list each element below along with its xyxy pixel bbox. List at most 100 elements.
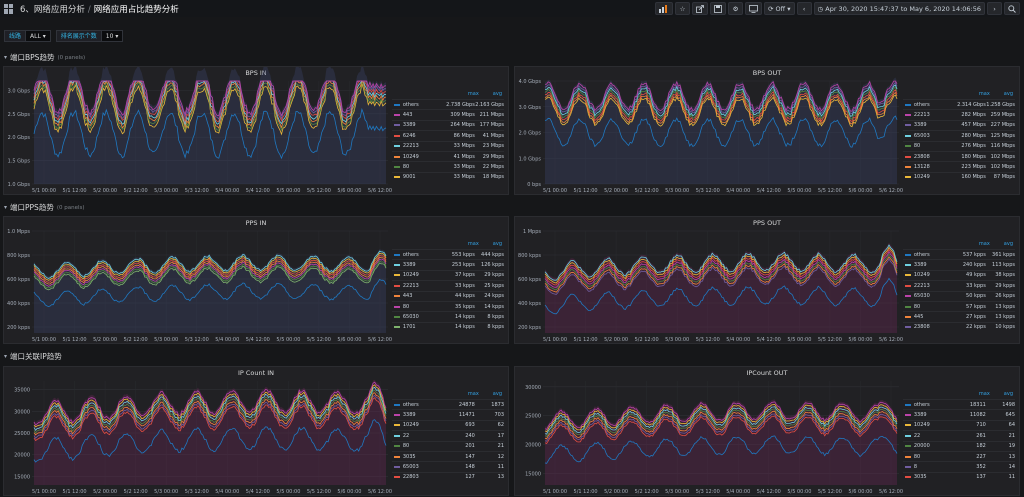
- legend-row[interactable]: 80 227 13: [903, 450, 1015, 461]
- panel-title[interactable]: BPS OUT: [752, 69, 782, 77]
- legend-row[interactable]: others 2.738 Gbps 2.163 Gbps: [392, 99, 504, 109]
- legend-column-header[interactable]: avg: [1003, 241, 1013, 247]
- legend-swatch: [905, 114, 911, 117]
- legend-column-header[interactable]: max: [467, 241, 479, 247]
- legend-row[interactable]: 13128 223 Mbps 102 Mbps: [903, 161, 1015, 171]
- legend-row[interactable]: 10249 160 Mbps 87 Mbps: [903, 171, 1015, 182]
- x-tick-label: 5/3 12:00: [185, 489, 209, 495]
- legend-row[interactable]: others 24878 1873: [392, 399, 504, 409]
- legend-column-header[interactable]: avg: [492, 91, 502, 97]
- legend-row[interactable]: 3035 137 11: [903, 471, 1015, 482]
- legend-column-header[interactable]: max: [978, 391, 990, 397]
- breadcrumb-folder[interactable]: 6、网络应用分析: [20, 4, 85, 15]
- panel-ip-count-in[interactable]: IP Count IN 15000 20000 25000 30000 35000 5/1…: [3, 366, 509, 496]
- legend-row[interactable]: 22213 33 kpps 25 kpps: [392, 280, 504, 290]
- panel-pps-in[interactable]: PPS IN 200 kpps 400 kpps 600 kpps 800 kpps 1…: [3, 216, 509, 344]
- row-header-ip[interactable]: ▾ 端口关联IP趋势: [4, 351, 62, 362]
- legend-row[interactable]: 10249 710 64: [903, 419, 1015, 430]
- legend-row[interactable]: 22213 33 kpps 29 kpps: [903, 280, 1015, 290]
- legend-column-header[interactable]: max: [978, 241, 990, 247]
- dashboards-grid-icon[interactable]: [4, 3, 14, 14]
- legend-row[interactable]: 65003 280 Mbps 125 Mbps: [903, 130, 1015, 140]
- legend-row[interactable]: 22213 282 Mbps 259 Mbps: [903, 109, 1015, 119]
- legend-row[interactable]: 10249 37 kpps 29 kpps: [392, 269, 504, 280]
- legend-row[interactable]: 65003 148 11: [392, 461, 504, 471]
- legend-row[interactable]: others 18311 1498: [903, 399, 1015, 409]
- legend-row[interactable]: 443 44 kpps 24 kpps: [392, 290, 504, 301]
- time-shift-back-icon[interactable]: ‹: [796, 2, 812, 15]
- legend-column-header[interactable]: avg: [492, 391, 502, 397]
- legend-column-header[interactable]: max: [978, 91, 990, 97]
- panel-bps-out[interactable]: BPS OUT 0 bps 1.0 Gbps 2.0 Gbps 3.0 Gbps 4.0…: [514, 66, 1020, 195]
- legend-row[interactable]: 22213 33 Mbps 23 Mbps: [392, 140, 504, 151]
- legend-row[interactable]: others 553 kpps 444 kpps: [392, 249, 504, 259]
- legend-row[interactable]: others 537 kpps 361 kpps: [903, 249, 1015, 259]
- settings-gear-icon[interactable]: ⚙: [728, 2, 744, 15]
- legend-row[interactable]: 80 35 kpps 14 kpps: [392, 300, 504, 311]
- legend-swatch: [905, 455, 911, 458]
- legend-row[interactable]: 3389 11471 703: [392, 409, 504, 419]
- legend-column-header[interactable]: avg: [492, 241, 502, 247]
- legend-row[interactable]: 3389 457 Mbps 227 Mbps: [903, 119, 1015, 130]
- variable-select-topn[interactable]: 10 ▾: [101, 30, 124, 42]
- legend-row[interactable]: 445 27 kpps 13 kpps: [903, 311, 1015, 321]
- panel-ip-count-out[interactable]: IPCount OUT 15000 20000 25000 30000 5/1 00:0…: [514, 366, 1020, 496]
- legend-column-header[interactable]: max: [467, 91, 479, 97]
- legend-column-header[interactable]: avg: [1003, 91, 1013, 97]
- legend-row[interactable]: 23808 22 kpps 10 kpps: [903, 321, 1015, 332]
- legend-row[interactable]: 10249 693 62: [392, 419, 504, 430]
- legend-row[interactable]: 22 261 21: [903, 430, 1015, 440]
- legend-swatch: [394, 403, 400, 406]
- legend-row[interactable]: 80 276 Mbps 116 Mbps: [903, 140, 1015, 151]
- legend-row[interactable]: 80 201 21: [392, 440, 504, 451]
- legend-row[interactable]: 8 352 14: [903, 461, 1015, 471]
- legend-row[interactable]: 6246 86 Mbps 41 Mbps: [392, 130, 504, 140]
- dashboard-title[interactable]: 网络应用占比趋势分析: [93, 4, 179, 15]
- add-panel-icon[interactable]: [655, 2, 674, 15]
- legend-row[interactable]: 443 309 Mbps 211 Mbps: [392, 109, 504, 119]
- panel-title[interactable]: PPS IN: [245, 219, 267, 227]
- legend-row[interactable]: 3035 147 12: [392, 450, 504, 461]
- star-icon[interactable]: ☆: [675, 2, 691, 15]
- legend-row[interactable]: 3389 11082 645: [903, 409, 1015, 419]
- panel-title[interactable]: IPCount OUT: [746, 369, 788, 377]
- row-header-bps[interactable]: ▾ 端口BPS趋势 (0 panels): [4, 52, 85, 63]
- x-tick-label: 5/2 00:00: [604, 188, 628, 194]
- share-icon[interactable]: [692, 2, 709, 15]
- row-header-pps[interactable]: ▾ 端口PPS趋势 (0 panels): [4, 202, 85, 213]
- panel-title[interactable]: IP Count IN: [237, 369, 275, 377]
- legend-row[interactable]: 65030 50 kpps 26 kpps: [903, 290, 1015, 301]
- legend-row[interactable]: 20000 182 19: [903, 440, 1015, 451]
- legend-row[interactable]: 3389 253 kpps 126 kpps: [392, 259, 504, 269]
- zoom-out-icon[interactable]: [1004, 2, 1020, 15]
- legend-row[interactable]: 3389 240 kpps 113 kpps: [903, 259, 1015, 269]
- legend-row[interactable]: 23808 180 Mbps 102 Mbps: [903, 150, 1015, 161]
- legend-row[interactable]: 9001 33 Mbps 18 Mbps: [392, 171, 504, 182]
- panel-title[interactable]: BPS IN: [245, 69, 267, 77]
- legend-column-header[interactable]: max: [467, 391, 479, 397]
- legend-column-header[interactable]: avg: [1003, 391, 1013, 397]
- time-shift-forward-icon[interactable]: ›: [987, 2, 1002, 15]
- variable-label-line: 线路: [4, 30, 27, 42]
- legend-row[interactable]: 10249 49 kpps 38 kpps: [903, 269, 1015, 280]
- legend-row[interactable]: 3389 264 Mbps 177 Mbps: [392, 119, 504, 130]
- legend-row[interactable]: others 2.314 Gbps 1.258 Gbps: [903, 99, 1015, 109]
- legend-row[interactable]: 80 33 Mbps 22 Mbps: [392, 161, 504, 171]
- x-tick-label: 5/1 12:00: [63, 337, 87, 343]
- panel-pps-out[interactable]: PPS OUT 200 kpps 400 kpps 600 kpps 800 kpps…: [514, 216, 1020, 344]
- tv-mode-icon[interactable]: [745, 2, 763, 15]
- legend-row[interactable]: 1701 14 kpps 8 kpps: [392, 321, 504, 332]
- panel-title[interactable]: PPS OUT: [753, 219, 781, 227]
- legend-row[interactable]: 65030 14 kpps 8 kpps: [392, 311, 504, 321]
- legend-row[interactable]: 80 57 kpps 13 kpps: [903, 300, 1015, 311]
- x-tick-label: 5/4 00:00: [726, 489, 750, 495]
- save-icon[interactable]: [710, 2, 727, 15]
- refresh-picker[interactable]: ⟳ Off ▾: [764, 2, 795, 15]
- legend-row[interactable]: 22803 127 13: [392, 471, 504, 482]
- variable-select-line[interactable]: ALL ▾: [26, 30, 51, 42]
- legend-avg-value: 24 kpps: [484, 293, 504, 300]
- time-range-picker[interactable]: ◷ Apr 30, 2020 15:47:37 to May 6, 2020 1…: [813, 2, 985, 15]
- legend-row[interactable]: 22 240 17: [392, 430, 504, 440]
- legend-row[interactable]: 10249 41 Mbps 29 Mbps: [392, 150, 504, 161]
- panel-bps-in[interactable]: BPS IN 1.0 Gbps 1.5 Gbps 2.0 Gbps 2.5 Gbps 3…: [3, 66, 509, 195]
